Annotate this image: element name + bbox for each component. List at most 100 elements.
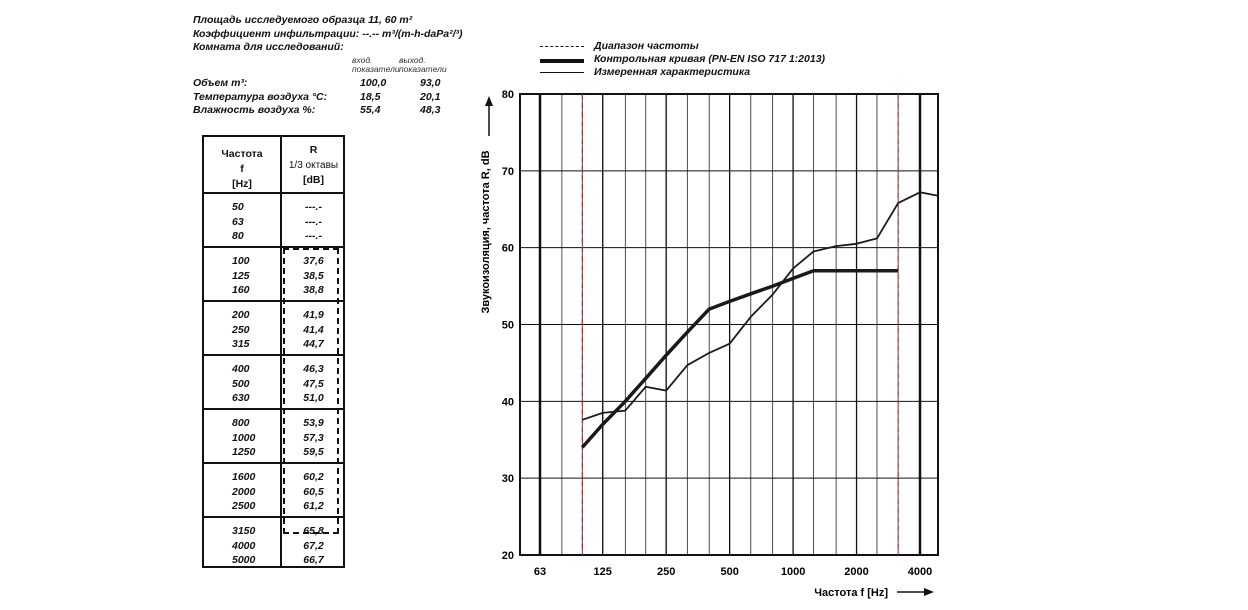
y-tick-label: 40 xyxy=(502,396,514,408)
temperature-in: 18,5 xyxy=(360,91,381,103)
table-freq-cell: 200 xyxy=(232,309,250,321)
x-tick-label: 1000 xyxy=(781,566,805,578)
table-group-divider xyxy=(204,408,343,410)
table-group-divider xyxy=(204,246,343,248)
legend-reference-line xyxy=(540,59,584,63)
x-axis-arrow-head xyxy=(924,588,934,596)
table-r-cell: 37,6 xyxy=(303,255,324,267)
y-tick-label: 60 xyxy=(502,243,514,255)
volume-label: Объем m³: xyxy=(193,77,248,89)
x-tick-label: 250 xyxy=(657,566,675,578)
humidity-in: 55,4 xyxy=(360,104,381,116)
table-r-cell: 41,4 xyxy=(303,323,324,336)
table-r-cell: ---.- xyxy=(305,201,322,213)
legend-measured-line xyxy=(540,72,584,73)
table-group-divider xyxy=(204,192,343,194)
table-r-cell: 53,9 xyxy=(303,417,324,429)
table-r-cell: 41,9 xyxy=(303,309,324,321)
table-freq-cell: 800 xyxy=(232,417,250,429)
test-room-text: Комната для исследований: xyxy=(193,41,344,53)
humidity-out: 48,3 xyxy=(420,104,441,116)
table-r-cell: 60,5 xyxy=(303,485,324,498)
table-r-cell: 38,5 xyxy=(303,269,324,282)
table-group-divider xyxy=(204,300,343,302)
table-r-cell: 59,5 xyxy=(303,446,324,458)
table-r-cell: 47,5 xyxy=(303,377,324,390)
table-freq-cell: 2500 xyxy=(232,500,256,512)
r-header-line2: 1/3 октавы xyxy=(288,160,339,171)
volume-out: 93,0 xyxy=(420,77,441,89)
range-dash-box xyxy=(283,248,339,534)
temperature-out: 20,1 xyxy=(420,91,441,103)
table-freq-cell: 4000 xyxy=(232,539,256,552)
table-freq-cell: 125 xyxy=(232,269,250,282)
y-tick-label: 80 xyxy=(502,89,514,101)
table-r-cell: ---.- xyxy=(305,230,322,242)
col-out-label: выход. показатели xyxy=(399,56,447,74)
table-freq-cell: 80 xyxy=(232,230,244,242)
table-freq-cell: 100 xyxy=(232,255,250,267)
table-r-cell: ---.- xyxy=(305,215,322,228)
r-header-line3: [dB] xyxy=(303,174,324,186)
table-r-cell: 44,7 xyxy=(303,338,324,350)
freq-header-line3: [Hz] xyxy=(232,178,252,190)
table-freq-cell: 3150 xyxy=(232,525,256,537)
table-r-cell: 46,3 xyxy=(303,363,324,375)
table-divider xyxy=(280,137,282,566)
legend-measured-label: Измеренная характеристика xyxy=(594,66,751,78)
y-axis-label: Звукоизоляция, частота R, dB xyxy=(480,150,492,313)
col-in-line2: показатели xyxy=(352,64,400,74)
table-freq-cell: 5000 xyxy=(232,554,256,566)
table-r-cell: 51,0 xyxy=(303,392,324,404)
table-freq-cell: 500 xyxy=(232,377,250,390)
y-tick-label: 20 xyxy=(502,550,514,562)
table-freq-cell: 2000 xyxy=(232,485,256,498)
plot-frame xyxy=(519,93,939,556)
table-freq-cell: 250 xyxy=(232,323,250,336)
table-freq-cell: 50 xyxy=(232,201,244,213)
infiltration-text: Коэффициент инфильтрации: --.-- m³/(m-h-… xyxy=(193,28,463,40)
x-tick-label: 125 xyxy=(594,566,612,578)
table-freq-cell: 630 xyxy=(232,392,250,404)
volume-in: 100,0 xyxy=(360,77,387,89)
measured-curve xyxy=(582,191,938,421)
col-out-line1: выход. xyxy=(399,55,426,65)
table-r-cell: 65,8 xyxy=(303,525,324,537)
table-r-cell: 61,2 xyxy=(303,500,324,512)
y-tick-label: 50 xyxy=(502,320,514,332)
reference-curve xyxy=(580,268,899,449)
results-table: Частота f [Hz] R 1/3 октавы [dB] 50 ---.-… xyxy=(202,135,345,568)
x-axis-label: Частота f [Hz] xyxy=(814,587,888,599)
table-group-divider xyxy=(204,354,343,356)
x-tick-label: 63 xyxy=(534,566,546,578)
table-freq-cell: 315 xyxy=(232,338,250,350)
table-r-cell: 57,3 xyxy=(303,431,324,444)
table-freq-cell: 1250 xyxy=(232,446,256,458)
x-tick-label: 4000 xyxy=(908,566,932,578)
x-tick-label: 500 xyxy=(720,566,738,578)
freq-header: Частота f [Hz] xyxy=(204,147,280,192)
table-freq-cell: 160 xyxy=(232,284,250,296)
y-tick-label: 70 xyxy=(502,166,514,178)
table-freq-cell: 1600 xyxy=(232,471,256,483)
table-r-cell: 60,2 xyxy=(303,471,324,483)
sample-area-text: Площадь исследуемого образца 11, 60 m² xyxy=(193,14,413,26)
col-out-line2: показатели xyxy=(399,64,447,74)
r-header-line1: R xyxy=(309,144,318,156)
y-tick-label: 30 xyxy=(502,473,514,485)
table-r-cell: 67,2 xyxy=(303,539,324,552)
temperature-label: Температура воздуха °C: xyxy=(193,91,328,103)
r-header: R 1/3 октавы [dB] xyxy=(282,143,345,188)
legend-range-line xyxy=(540,46,584,47)
freq-header-line2: f xyxy=(240,163,244,175)
col-in-line1: вход. xyxy=(352,55,373,65)
y-axis-arrow-head xyxy=(485,96,493,106)
table-freq-cell: 63 xyxy=(232,215,244,228)
table-r-cell: 66,7 xyxy=(303,554,324,566)
legend-reference-label: Контрольная кривая (PN-EN ISO 717 1:2013… xyxy=(594,53,826,65)
table-freq-cell: 1000 xyxy=(232,431,256,444)
freq-header-line1: Частота xyxy=(221,148,263,160)
table-freq-cell: 400 xyxy=(232,363,250,375)
table-r-cell: 38,8 xyxy=(303,284,324,296)
